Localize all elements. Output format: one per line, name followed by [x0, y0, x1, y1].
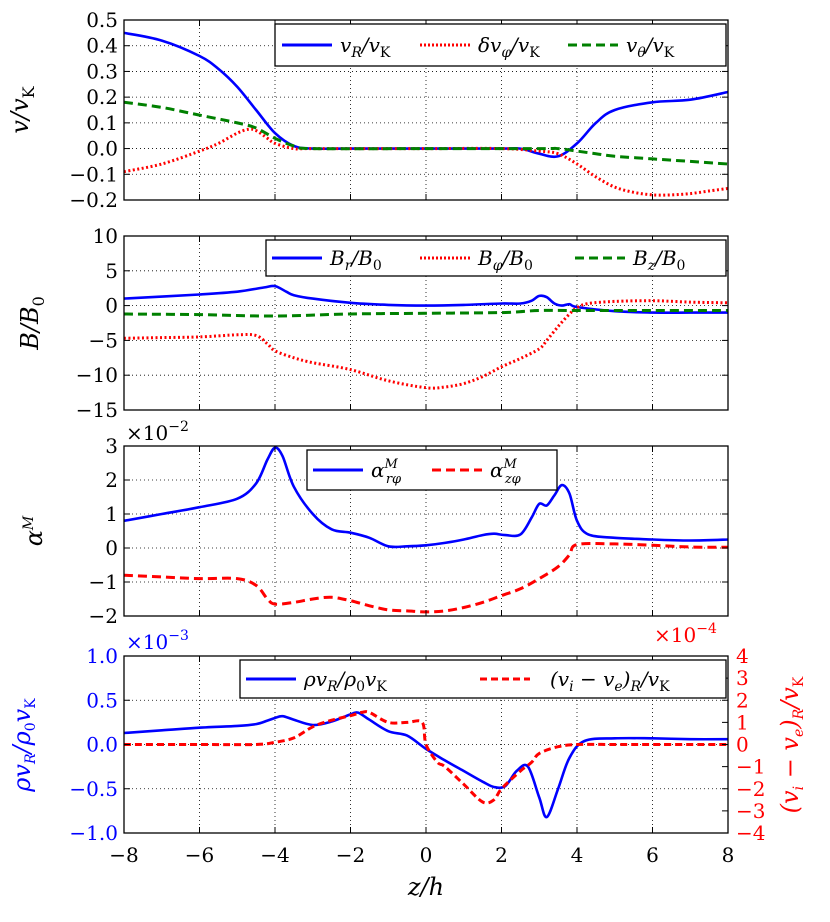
series-line-p3-0 — [123, 446, 729, 549]
y2-tick-label: −3 — [736, 799, 765, 823]
panel-4-multiplier-right: ×10−4 — [654, 621, 717, 647]
legend-label-bphi: Bφ/B0 — [477, 246, 533, 274]
y-tick-label: 2 — [105, 468, 118, 492]
y-tick-label: −1 — [89, 570, 118, 594]
x-tick-label: −6 — [185, 843, 214, 867]
legend-label-rhovr: ρvR/ρ0vK — [303, 667, 387, 695]
legend-label-dvphi: δvφ/vK — [478, 33, 540, 61]
series-line-p1-2 — [123, 100, 729, 166]
series-line-p4-1 — [123, 710, 728, 805]
legend-label-alpha-zphi: αM zφ — [490, 457, 522, 487]
y-tick-label: 0 — [105, 536, 118, 560]
x-tick-labels: −8 −6 −4 −2 0 2 4 6 8 — [109, 843, 734, 867]
panel-3-lines — [123, 446, 729, 614]
y-tick-label: −5 — [89, 328, 118, 352]
panel-1-ylabel: v/vK — [6, 85, 38, 133]
y-tick-label: 0.4 — [86, 34, 118, 58]
x-tick-label: −2 — [336, 843, 365, 867]
y-tick-label: 10 — [93, 224, 118, 248]
x-axis-label: z/h — [407, 873, 444, 901]
legend-label-drift: (vi − ve)R/vK — [550, 667, 670, 695]
y-tick-label: 0.3 — [86, 59, 118, 83]
legend-label-br: Br/B0 — [329, 246, 382, 274]
panel-2-ticks: −15 −10 −5 0 5 10 — [76, 224, 729, 422]
panel-4-lines — [123, 710, 729, 819]
y2-tick-label: −1 — [736, 755, 765, 779]
y-tick-label: 0.1 — [86, 111, 118, 135]
y2-tick-label: 2 — [736, 688, 749, 712]
panel-2: −15 −10 −5 0 5 10 B/B0 Br/B0 Bφ/B0 Bz/B0 — [16, 224, 729, 422]
y-tick-label: 0.5 — [86, 8, 118, 32]
series-line-p2-0 — [123, 284, 728, 314]
x-tick-label: 0 — [420, 843, 433, 867]
panel-3-ylabel: αM — [20, 515, 48, 546]
panel-2-legend: Br/B0 Bφ/B0 Bz/B0 — [265, 239, 727, 277]
y-tick-label: 1 — [105, 502, 118, 526]
y-tick-label: 0 — [105, 294, 118, 318]
legend-label-vr: vR/vK — [340, 33, 391, 61]
x-tick-label: 4 — [571, 843, 584, 867]
y-tick-label: −0.5 — [69, 777, 118, 801]
panel-3-legend: αM rφ αM zφ — [306, 449, 558, 491]
y2-tick-label: 3 — [736, 666, 749, 690]
panel-4-legend: ρvR/ρ0vK (vi − ve)R/vK — [239, 659, 727, 699]
y2-tick-label: 0 — [736, 733, 749, 757]
series-line-p3-1 — [123, 542, 729, 614]
y-tick-label: −15 — [76, 398, 118, 422]
y-tick-label: 0.2 — [86, 85, 118, 109]
y-tick-label: −2 — [89, 604, 118, 628]
y-tick-label: −0.1 — [69, 162, 118, 186]
y-tick-label: 5 — [105, 259, 118, 283]
y2-tick-label: −2 — [736, 777, 765, 801]
x-tick-label: −8 — [109, 843, 138, 867]
panel-1-ticks: −0.2−0.10.00.10.20.30.40.5 — [69, 8, 729, 212]
series-line-p2-1 — [123, 299, 729, 390]
panel-3-multiplier: ×10−2 — [126, 419, 189, 445]
legend-label-vtheta: vθ/vK — [626, 33, 675, 61]
y-tick-label: 3 — [105, 434, 118, 458]
panel-3-ticks: −2 −1 0 1 2 3 — [89, 434, 729, 628]
y-tick-label: 0.5 — [86, 688, 118, 712]
series-line-p1-1 — [123, 127, 729, 197]
x-tick-label: 8 — [722, 843, 735, 867]
legend-label-alpha-rphi: αM rφ — [371, 457, 402, 487]
x-tick-label: 6 — [646, 843, 659, 867]
panel-4-ylabel-right: (vi − ve)R/vK — [776, 676, 807, 813]
panel-1-legend: vR/vK δvφ/vK vθ/vK — [274, 23, 727, 67]
panel-4-multiplier-left: ×10−3 — [126, 628, 189, 654]
y-tick-label: 1.0 — [86, 644, 118, 668]
panel-2-ylabel: B/B0 — [16, 296, 48, 351]
series-line-p4-0 — [123, 711, 729, 819]
y2-tick-label: 1 — [736, 710, 749, 734]
legend-label-bz: Bz/B0 — [632, 246, 685, 274]
y-tick-label: 0.0 — [86, 137, 118, 161]
y-tick-label: −10 — [76, 363, 118, 387]
panel-4-ylabel-left: ρvR/ρ0vK — [8, 698, 39, 793]
y-tick-label: 0.0 — [86, 733, 118, 757]
panel-2-lines — [123, 284, 729, 390]
y-tick-label: −1.0 — [69, 821, 118, 845]
y2-tick-label: 4 — [736, 644, 749, 668]
series-line-p2-2 — [123, 308, 728, 318]
x-tick-label: 2 — [495, 843, 508, 867]
panel-1: −0.2−0.10.00.10.20.30.40.5 v/vK vR/vK δv… — [6, 8, 729, 212]
x-tick-label: −4 — [260, 843, 289, 867]
panel-3: −2 −1 0 1 2 3 ×10−2 αM αM rφ αM zφ — [20, 419, 729, 628]
y2-tick-label: −4 — [736, 821, 765, 845]
y-tick-label: −0.2 — [69, 188, 118, 212]
panel-1-lines — [123, 31, 729, 197]
